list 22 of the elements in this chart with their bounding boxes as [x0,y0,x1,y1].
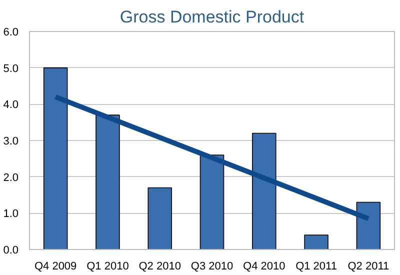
y-tick-label: 4.0 [3,99,19,112]
bar [252,132,276,250]
x-tick-label: Q2 2011 [348,260,390,272]
y-tick-label: 2.0 [3,172,19,184]
bar [148,187,172,250]
y-tick-label: 5.0 [3,62,19,75]
y-tick-label: 0.0 [3,244,19,256]
x-tick-label: Q4 2009 [34,260,77,272]
x-tick-label: Q3 2010 [190,260,234,272]
bar [96,114,120,250]
x-tick-label: Q2 2010 [138,260,181,272]
bar [200,154,224,250]
y-tick-label: 1.0 [3,208,19,220]
bar [43,67,68,250]
y-tick-label: 3.0 [3,136,19,148]
bar [356,202,381,250]
bar [304,234,328,250]
x-tick-label: Q4 2010 [243,260,286,272]
y-tick-label: 6.0 [3,26,19,38]
x-tick-label: Q1 2011 [296,260,337,272]
chart-title: Gross Domestic Product [120,8,304,26]
x-tick-label: Q1 2010 [86,260,129,272]
